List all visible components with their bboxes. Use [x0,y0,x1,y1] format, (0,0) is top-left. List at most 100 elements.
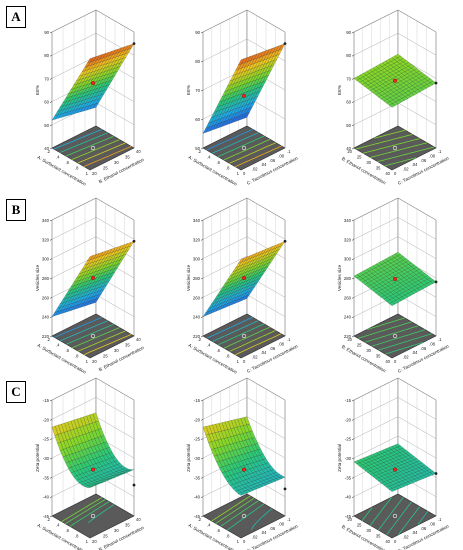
y-tick-label: 35 [125,155,130,160]
floor-contour-line [229,330,276,352]
wall-gridline [202,255,248,279]
design-point-floor-marker [392,513,398,519]
z-tick-label: -45 [345,514,352,519]
surface-cell [244,255,251,262]
z-tick-label: 220 [193,334,201,339]
design-point-floor-marker [241,513,247,519]
x-tick-label: .6 [66,348,70,353]
floor-contour-line [384,157,417,167]
floor-contour-line [371,329,426,347]
x-tick-label: 40 [385,539,390,544]
x-tick-label: 35 [376,166,381,171]
y-tick-label: .04 [412,350,418,355]
surface-cell [410,91,418,96]
x-tick-label: .8 [75,534,79,539]
surface-cell [247,488,254,492]
panel-label-a: A [6,6,26,28]
surface-cell [417,286,424,291]
surface-cell [237,58,245,66]
surface-cell [124,242,132,249]
x-tick-label: 20 [347,337,352,342]
z-tick [200,31,204,34]
z-tick-label: 320 [42,237,50,242]
z-tick [351,316,355,318]
surface-cell [259,50,267,58]
y-tick-label: 0 [243,539,246,544]
floor-contour-line [206,316,253,339]
wall-gridline [353,197,399,221]
z-tick-label: -30 [345,456,352,461]
z-tick-label: -40 [194,495,201,500]
y-tick-label: .1 [287,149,291,154]
z-tick-label: 40 [44,146,49,151]
corner-point-marker [434,81,438,85]
z-tick [49,239,53,241]
y-tick-label: 0 [394,171,397,176]
corner-point-marker [132,239,136,243]
z-tick [351,515,355,518]
z-tick-label: -15 [43,398,50,403]
x-tick-label: 1 [86,359,89,364]
surface-cell [407,92,415,98]
z-tick [200,118,204,121]
z-tick-label: -35 [345,475,352,480]
floor-contour-line [212,132,259,154]
floor-contour-line [59,132,108,153]
z-tick [200,399,204,402]
floor-contour-line [398,506,421,535]
floor-contour-line [65,499,106,525]
z-tick [351,54,355,57]
wall-gridline [353,33,399,56]
surface-plot-c2: -45 -40 -35 -30 -25 -20 -15 Zeta potential .2 .4.… [186,377,299,550]
z-tick-label: -30 [194,456,201,461]
z-tick-label: 60 [195,117,200,122]
surface-cell [259,483,267,487]
z-tick [351,477,355,479]
z-tick [49,277,53,280]
x-tick-label: .2 [198,149,202,154]
x-tick-label: 30 [366,160,371,165]
y-tick-label: .06 [269,346,275,351]
surface-cell [263,49,270,57]
z-tick-label: 240 [193,315,201,320]
floor-contour-line [60,320,108,342]
floor-contour-line [215,497,255,524]
wall-gridline [202,9,248,33]
z-tick [49,419,53,421]
z-tick [200,297,204,299]
x-tick-label: .8 [226,354,230,359]
z-tick [351,399,355,402]
design-point-marker [393,78,398,83]
z-tick [200,277,204,280]
z-tick-label: 90 [346,30,351,35]
z-tick [200,496,204,498]
y-tick-label: 25 [103,534,108,539]
z-tick-label: -40 [43,495,50,500]
z-tick [200,419,204,421]
x-tick-label: 1 [86,171,89,176]
surface-cell [395,485,402,490]
z-tick [351,438,355,440]
corner-point-marker [132,483,136,487]
y-tick-label: .02 [252,167,258,172]
response-surface [51,43,135,121]
z-tick-label: 260 [42,295,50,300]
surface-cell [414,477,421,482]
x-tick-label: 20 [347,149,352,154]
x-tick-label: .6 [217,528,221,533]
surface-cell [401,294,409,300]
response-surface [51,412,135,488]
z-tick [351,78,355,80]
floor-contour-line [77,330,126,352]
x-tick-label: 25 [357,155,362,160]
surface-cell [272,478,280,482]
z-tick-label: 340 [42,218,50,223]
surface-cell [392,101,399,106]
surface-cell [414,89,421,94]
y-tick-label: .1 [438,337,442,342]
z-tick-label: -25 [194,437,201,442]
z-tick-label: 90 [195,30,200,35]
z-tick [49,515,53,518]
floor-contour-line [378,496,404,531]
z-tick-label: 340 [344,218,352,223]
